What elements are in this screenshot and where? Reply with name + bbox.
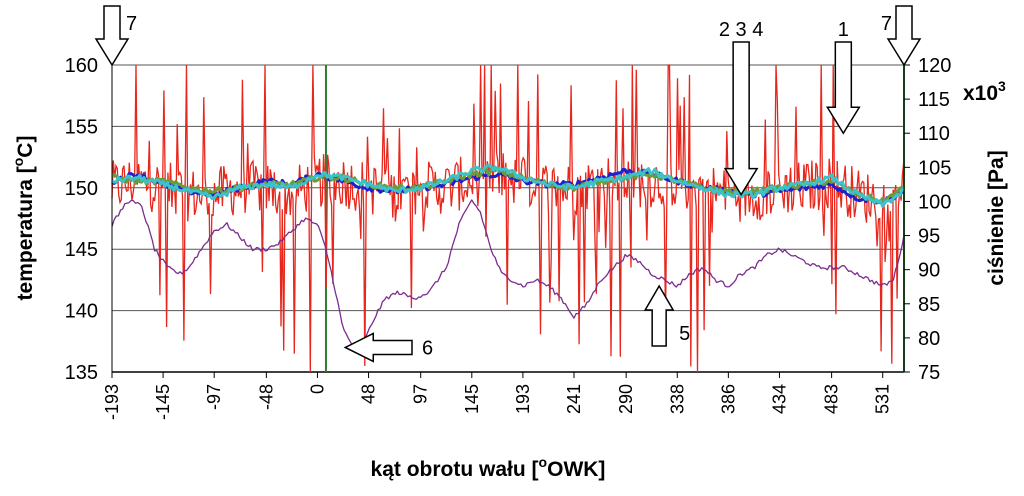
- x-tick-label: 386: [718, 384, 738, 414]
- x-tick-label: 531: [873, 384, 893, 414]
- y-right-tick-label: 95: [918, 226, 940, 248]
- x-tick-label: -48: [256, 384, 276, 410]
- y-right-tick-label: 115: [918, 89, 950, 111]
- axes: 135 140 145 150 155 160 75 80 85 90 95 100 105 110 115…: [65, 55, 952, 420]
- y-axis-right-title: ciśnienie [Pa]: [985, 150, 1008, 285]
- x-tick-label: 193: [513, 384, 533, 414]
- x-tick-label: -145: [153, 384, 173, 420]
- marker-label: 1: [838, 19, 849, 41]
- x-tick-label: 434: [769, 384, 789, 414]
- annotation-arrows: 7 7 2 3 4 1 5 6: [94, 5, 922, 363]
- y-left-tick-label: 160: [65, 55, 98, 77]
- series-line: [111, 199, 905, 347]
- x-tick-label: -97: [204, 384, 224, 410]
- y-right-tick-label: 80: [918, 328, 940, 350]
- y-left-tick-label: 150: [65, 178, 98, 200]
- right-axis-multiplier: x103: [963, 78, 1006, 105]
- x-tick-label: 338: [667, 384, 687, 414]
- marker-arrow-down: [825, 41, 861, 135]
- y-left-tick-label: 155: [65, 116, 98, 138]
- y-left-tick-label: 135: [65, 362, 98, 384]
- marker-arrow-up: [643, 284, 675, 347]
- x-tick-label: 145: [462, 384, 482, 414]
- series-line: [111, 64, 905, 373]
- y-right-tick-label: 90: [918, 260, 940, 282]
- x-tick-label: -193: [102, 384, 122, 420]
- y-right-tick-label: 120: [918, 55, 951, 77]
- x-tick-label: 483: [822, 384, 842, 414]
- marker-arrow-left: [343, 332, 413, 363]
- marker-label: 6: [422, 337, 433, 359]
- y-right-tick-label: 110: [918, 123, 950, 145]
- y-right-tick-label: 85: [918, 294, 940, 316]
- x-tick-label: 241: [564, 384, 584, 414]
- x-tick-label: 48: [359, 384, 379, 404]
- y-right-tick-label: 105: [918, 157, 951, 179]
- x-tick-label: 97: [411, 384, 431, 404]
- series-group: [111, 64, 906, 373]
- marker-arrow-down: [723, 41, 759, 197]
- series-line: [111, 164, 906, 208]
- marker-label: 7: [126, 13, 137, 35]
- marker-label: 7: [881, 13, 892, 35]
- x-tick-label: 290: [616, 384, 636, 414]
- marker-arrow-down: [94, 5, 130, 67]
- y-right-tick-label: 75: [918, 362, 940, 384]
- y-axis-left-title: temperatura [oC]: [10, 136, 37, 301]
- marker-label: 5: [679, 323, 690, 345]
- marker-label: 2 3 4: [719, 19, 763, 41]
- y-left-tick-label: 140: [65, 301, 98, 323]
- x-axis-title: kąt obrotu wału [oOWK]: [371, 454, 606, 481]
- y-right-tick-label: 100: [918, 191, 951, 213]
- x-tick-label: 0: [307, 384, 327, 394]
- y-left-tick-label: 145: [65, 239, 98, 261]
- marker-arrow-down: [886, 5, 922, 67]
